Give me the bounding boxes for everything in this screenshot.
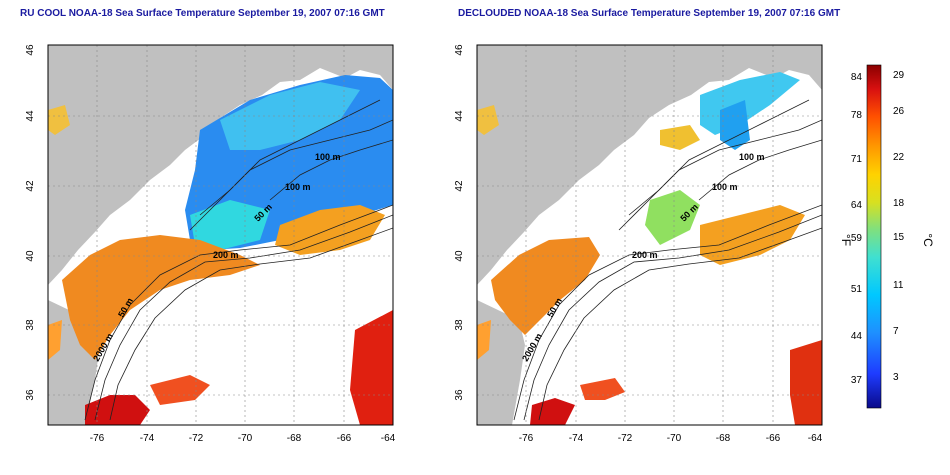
celsius-tick: 11 bbox=[893, 280, 904, 291]
fahrenheit-tick: 44 bbox=[851, 331, 863, 342]
celsius-tick: 26 bbox=[893, 106, 905, 117]
fahrenheit-label: °F bbox=[839, 234, 853, 246]
right-land-area bbox=[477, 45, 822, 285]
fahrenheit-tick: 84 bbox=[851, 72, 863, 83]
left-warm-water-region bbox=[62, 235, 260, 360]
left-x-tick: -68 bbox=[287, 433, 302, 444]
left-land-area bbox=[48, 45, 393, 285]
right-contour-label: 100 m bbox=[712, 182, 738, 192]
right-x-tick: -74 bbox=[569, 433, 584, 444]
temperature-colorbar: °F °C 84 78 71 64 59 51 44 37 29 26 22 1… bbox=[839, 64, 935, 409]
right-y-tick: 46 bbox=[454, 44, 465, 56]
left-plot-frame bbox=[47, 44, 394, 426]
left-contour-label: 100 m bbox=[315, 152, 341, 162]
left-map-panel: 100 m 100 m 50 m 200 m 50 m 2000 m -76 -… bbox=[25, 44, 396, 444]
right-x-tick: -76 bbox=[519, 433, 534, 444]
right-y-tick: 40 bbox=[454, 250, 465, 262]
left-x-tick: -70 bbox=[238, 433, 253, 444]
celsius-tick: 3 bbox=[893, 372, 899, 383]
celsius-label: °C bbox=[921, 233, 935, 247]
fahrenheit-tick: 78 bbox=[851, 110, 863, 121]
fahrenheit-tick: 71 bbox=[851, 154, 863, 165]
right-contour-label: 100 m bbox=[739, 152, 765, 162]
right-y-tick: 38 bbox=[454, 319, 465, 331]
right-y-tick: 44 bbox=[454, 110, 465, 122]
right-x-tick: -68 bbox=[716, 433, 731, 444]
left-x-tick: -76 bbox=[90, 433, 105, 444]
left-y-tick: 40 bbox=[25, 250, 36, 262]
left-x-tick: -74 bbox=[140, 433, 155, 444]
left-contour-label: 100 m bbox=[285, 182, 311, 192]
fahrenheit-tick: 37 bbox=[851, 375, 863, 386]
celsius-tick: 7 bbox=[893, 326, 899, 337]
fahrenheit-tick: 64 bbox=[851, 200, 863, 211]
fahrenheit-tick: 51 bbox=[851, 284, 863, 295]
left-y-tick: 46 bbox=[25, 44, 36, 56]
left-x-tick: -72 bbox=[189, 433, 204, 444]
celsius-tick: 18 bbox=[893, 198, 905, 209]
right-contour-label: 200 m bbox=[632, 250, 658, 260]
left-contour-label: 200 m bbox=[213, 250, 239, 260]
celsius-tick: 15 bbox=[893, 232, 905, 243]
left-panel-title: RU COOL NOAA-18 Sea Surface Temperature … bbox=[20, 8, 385, 19]
fahrenheit-tick: 59 bbox=[851, 233, 863, 244]
left-y-tick: 44 bbox=[25, 110, 36, 122]
left-x-tick: -66 bbox=[337, 433, 352, 444]
left-y-tick: 42 bbox=[25, 180, 36, 192]
right-plot-frame bbox=[476, 44, 823, 426]
right-x-tick: -72 bbox=[618, 433, 633, 444]
right-y-tick: 42 bbox=[454, 180, 465, 192]
right-map-panel: 100 m 100 m 50 m 200 m 50 m 2000 m -76 -… bbox=[454, 44, 823, 444]
right-y-tick: 36 bbox=[454, 389, 465, 401]
left-y-tick: 38 bbox=[25, 319, 36, 331]
right-x-tick: -70 bbox=[667, 433, 682, 444]
right-x-tick: -64 bbox=[808, 433, 823, 444]
right-x-tick: -66 bbox=[766, 433, 781, 444]
celsius-tick: 29 bbox=[893, 70, 905, 81]
right-panel-title: DECLOUDED NOAA-18 Sea Surface Temperatur… bbox=[458, 8, 841, 19]
left-x-tick: -64 bbox=[381, 433, 396, 444]
celsius-tick: 22 bbox=[893, 152, 905, 163]
right-warm-water-region bbox=[491, 237, 600, 335]
colorbar-gradient bbox=[866, 64, 882, 409]
left-y-tick: 36 bbox=[25, 389, 36, 401]
